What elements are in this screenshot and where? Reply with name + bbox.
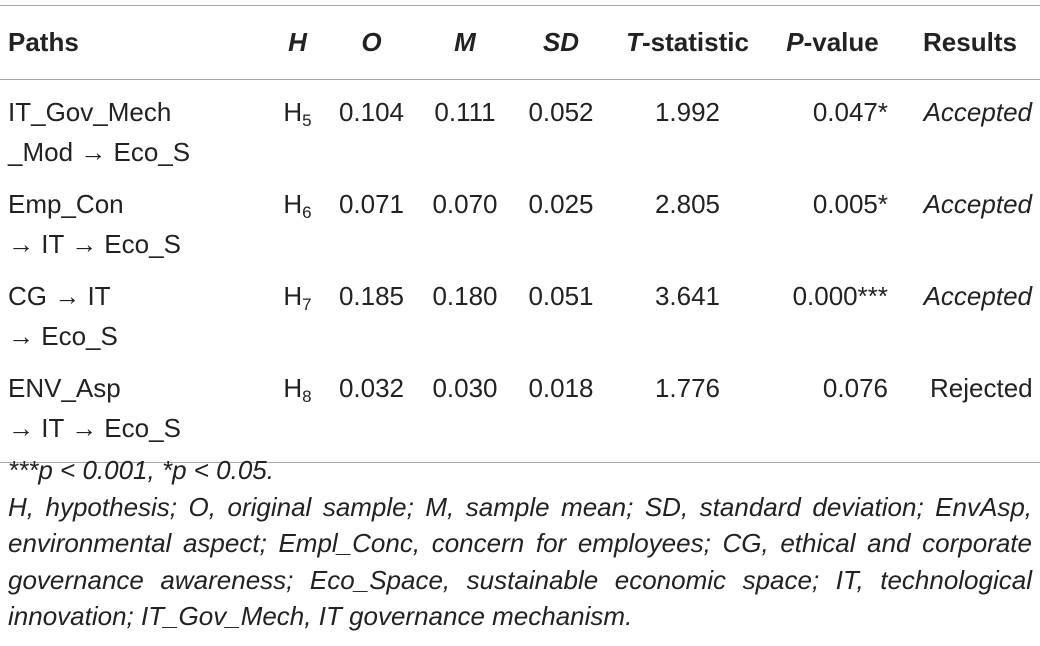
table-row: ENV_Asp → IT → Eco_S H8 0.032 0.030 0.018 1.77… (0, 356, 1040, 463)
results-table: Paths H O M SD T-statistic P-value Results IT_G… (0, 5, 1040, 463)
table-row: IT_Gov_Mech _Mod → Eco_S H5 0.104 0.111 0.052… (0, 80, 1040, 173)
standard-deviation: 0.052 (528, 97, 594, 127)
path-line: CG → IT (8, 281, 111, 311)
sample-mean: 0.111 (434, 97, 496, 127)
hypothesis-index: 5 (302, 111, 312, 130)
sample-mean: 0.030 (432, 373, 498, 403)
header-text: Paths (8, 27, 79, 57)
table-body: IT_Gov_Mech _Mod → Eco_S H5 0.104 0.111 0.052… (0, 80, 1040, 463)
t-statistic: 3.641 (654, 281, 721, 311)
path-cell: ENV_Asp → IT → Eco_S (0, 356, 270, 463)
path-line: → Eco_S (8, 321, 118, 351)
significance-note: ***p < 0.001, *p < 0.05. (8, 455, 274, 485)
hypothesis-letter: H (283, 97, 303, 127)
hypothesis-index: 7 (302, 295, 312, 314)
hypothesis-index: 6 (302, 203, 312, 222)
header-text: T (626, 27, 642, 57)
header-text: P (786, 27, 804, 57)
p-value: 0.005* (812, 189, 888, 219)
table-row: CG → IT → Eco_S H7 0.185 0.180 0.051 3.641 0.00… (0, 264, 1040, 356)
footnotes: ***p < 0.001, *p < 0.05. H, hypothesis; … (8, 452, 1032, 635)
header-row: Paths H O M SD T-statistic P-value Results (0, 5, 1040, 80)
original-sample: 0.071 (338, 189, 405, 219)
header-text: H (288, 27, 307, 57)
hypothesis-letter: H (283, 189, 303, 219)
abbreviations-note: H, hypothesis; O, original sample; M, sa… (8, 491, 1032, 632)
header-text: -value (803, 27, 879, 57)
header-text: O (361, 27, 382, 57)
header-cell: H (270, 5, 325, 80)
path-cell: IT_Gov_Mech _Mod → Eco_S (0, 80, 270, 173)
standard-deviation: 0.018 (528, 373, 594, 403)
header-cell: M (418, 5, 512, 80)
header-text: -statistic (641, 27, 749, 57)
standard-deviation: 0.025 (528, 189, 594, 219)
path-line: IT_Gov_Mech (8, 97, 172, 127)
path-line: → IT → Eco_S (8, 229, 181, 259)
t-statistic: 2.805 (654, 189, 721, 219)
header-cell: Paths (0, 5, 270, 80)
hypothesis-cell: H8 (270, 356, 325, 463)
original-sample: 0.104 (338, 97, 405, 127)
hypothesis-index: 8 (302, 387, 312, 406)
p-value: 0.000*** (792, 281, 888, 311)
hypothesis-cell: H7 (270, 264, 325, 356)
header-text: M (454, 27, 476, 57)
original-sample: 0.185 (338, 281, 405, 311)
hypothesis-cell: H5 (270, 80, 325, 173)
result: Accepted (923, 189, 1032, 219)
table-row: Emp_Con → IT → Eco_S H6 0.071 0.070 0.025 2.80… (0, 172, 1040, 264)
header-text: Results (923, 27, 1017, 57)
result: Accepted (923, 281, 1032, 311)
path-cell: Emp_Con → IT → Eco_S (0, 172, 270, 264)
header-cell: Results (900, 5, 1040, 80)
header-cell: T-statistic (610, 5, 765, 80)
path-line: → IT → Eco_S (8, 413, 181, 443)
p-value: 0.076 (822, 373, 888, 403)
hypothesis-letter: H (283, 281, 303, 311)
header-text: SD (542, 27, 580, 57)
t-statistic: 1.992 (654, 97, 721, 127)
hypothesis-letter: H (283, 373, 303, 403)
path-line: ENV_Asp (8, 373, 121, 403)
path-line: Emp_Con (8, 189, 124, 219)
original-sample: 0.032 (338, 373, 405, 403)
path-cell: CG → IT → Eco_S (0, 264, 270, 356)
result: Accepted (923, 97, 1032, 127)
standard-deviation: 0.051 (528, 281, 594, 311)
hypothesis-cell: H6 (270, 172, 325, 264)
sample-mean: 0.180 (432, 281, 498, 311)
path-line: _Mod → Eco_S (8, 137, 191, 167)
header-cell: SD (512, 5, 610, 80)
result: Rejected (930, 373, 1033, 403)
header-cell: O (325, 5, 418, 80)
header-cell: P-value (765, 5, 900, 80)
sample-mean: 0.070 (432, 189, 498, 219)
p-value: 0.047* (812, 97, 888, 127)
t-statistic: 1.776 (654, 373, 721, 403)
